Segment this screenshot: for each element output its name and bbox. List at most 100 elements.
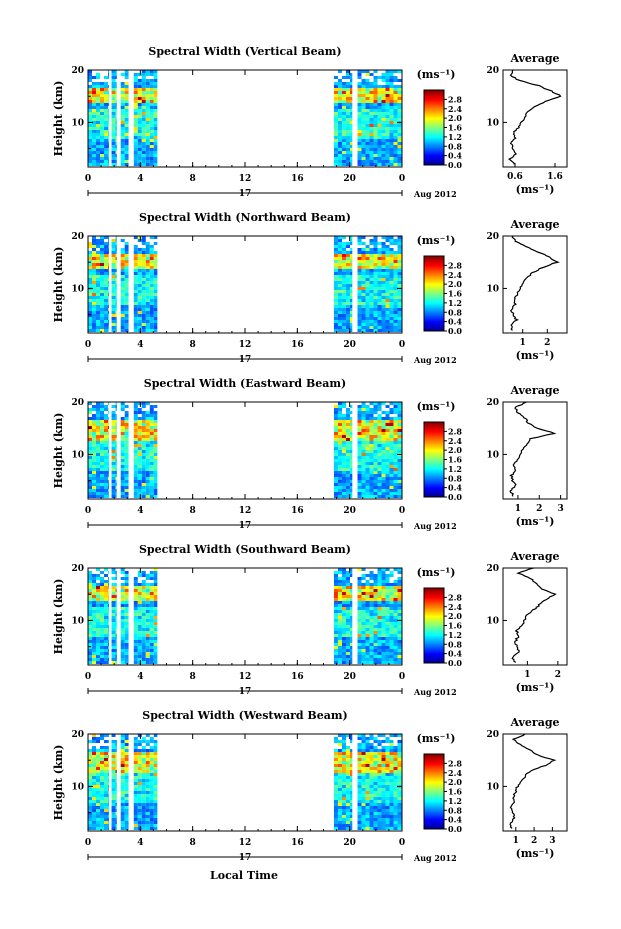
heatmap-cell [133,631,138,634]
heatmap-cell [104,121,108,124]
heatmap-cell [124,797,129,800]
heatmap-cell [345,311,350,314]
heatmap-cell [365,139,370,142]
heatmap-cell [389,492,394,495]
heatmap-cell [149,151,154,154]
heatmap-cell [389,296,394,299]
heatmap-cell [393,290,398,293]
heatmap-cell [153,308,158,311]
heatmap-cell [369,456,374,459]
heatmap-cell [92,749,96,752]
heatmap-cell [120,139,125,142]
heatmap-cell [133,106,138,109]
heatmap-cell [100,625,104,628]
heatmap-cell [141,607,146,610]
heatmap-cell [100,468,104,471]
heatmap-cell [104,432,108,435]
heatmap-cell [124,637,129,640]
heatmap-cell [137,785,142,788]
heatmap-cell [120,625,125,628]
heatmap-cell [96,405,100,408]
heatmap-cell [337,163,342,166]
heatmap-cell [341,737,346,740]
heatmap-cell [153,278,158,281]
heatmap-cell [104,420,108,423]
heatmap-cell [133,640,138,643]
heatmap-cell [137,734,142,737]
heatmap-cell [393,103,398,106]
heatmap-cell [385,263,390,266]
heatmap-cell [381,417,386,420]
heatmap-cell [349,640,353,643]
heatmap-cell [381,438,386,441]
heatmap-cell [337,278,342,281]
heatmap-cell [369,269,374,272]
heatmap-cell [389,70,394,73]
heatmap-cell [153,785,158,788]
heatmap-cell [373,145,378,148]
heatmap-cell [341,495,346,498]
heatmap-cell [92,589,96,592]
heatmap-cell [385,411,390,414]
heatmap-cell [100,604,104,607]
heatmap-cell [88,299,92,302]
heatmap-cell [145,299,150,302]
heatmap-cell [92,785,96,788]
heatmap-cell [365,417,370,420]
heatmap-cell [341,405,346,408]
heatmap-cell [137,269,142,272]
heatmap-cell [124,157,129,160]
heatmap-cell [377,296,382,299]
heatmap-cell [96,649,100,652]
heatmap-cell [341,115,346,118]
heatmap-cell [92,583,96,586]
heatmap-cell [92,740,96,743]
heatmap-cell [341,305,346,308]
heatmap-cell [111,163,116,166]
heatmap-cell [133,459,138,462]
heatmap-cell [389,263,394,266]
heatmap-cell [365,293,370,296]
heatmap-cell [381,296,386,299]
heatmap-cell [141,157,146,160]
heatmap-cell [369,103,374,106]
colorbar-tick-label: 1.6 [448,455,462,465]
heatmap-cell [153,109,158,112]
heatmap-cell [141,151,146,154]
heatmap-cell [149,317,154,320]
heatmap-cell [341,492,346,495]
heatmap-cell [377,85,382,88]
heatmap-cell [365,622,370,625]
heatmap-cell [108,764,109,767]
heatmap-cell [92,474,96,477]
heatmap-cell [369,314,374,317]
heatmap-cell [124,818,129,821]
heatmap-cell [337,779,342,782]
heatmap-cell [373,459,378,462]
heatmap-cell [111,456,116,459]
heatmap-cell [137,284,142,287]
heatmap-cell [88,76,92,79]
heatmap-cell [104,471,108,474]
heatmap-cell [385,151,390,154]
heatmap-cell [124,115,129,118]
heatmap-cell [137,655,142,658]
heatmap-cell [393,314,398,317]
heatmap-cell [381,622,386,625]
heatmap-cell [124,583,129,586]
heatmap-cell [397,649,402,652]
heatmap-cell [385,628,390,631]
heatmap-cell [141,492,146,495]
heatmap-cell [137,305,142,308]
heatmap-cell [337,625,342,628]
heatmap-cell [361,480,366,483]
heatmap-cell [365,432,370,435]
heatmap-cell [361,583,366,586]
heatmap-cell [365,248,370,251]
heatmap-cell [96,112,100,115]
heatmap-cell [153,800,158,803]
heatmap-cell [153,423,158,426]
heatmap-cell [100,589,104,592]
heatmap-cell [149,323,154,326]
heatmap-cell [389,121,394,124]
